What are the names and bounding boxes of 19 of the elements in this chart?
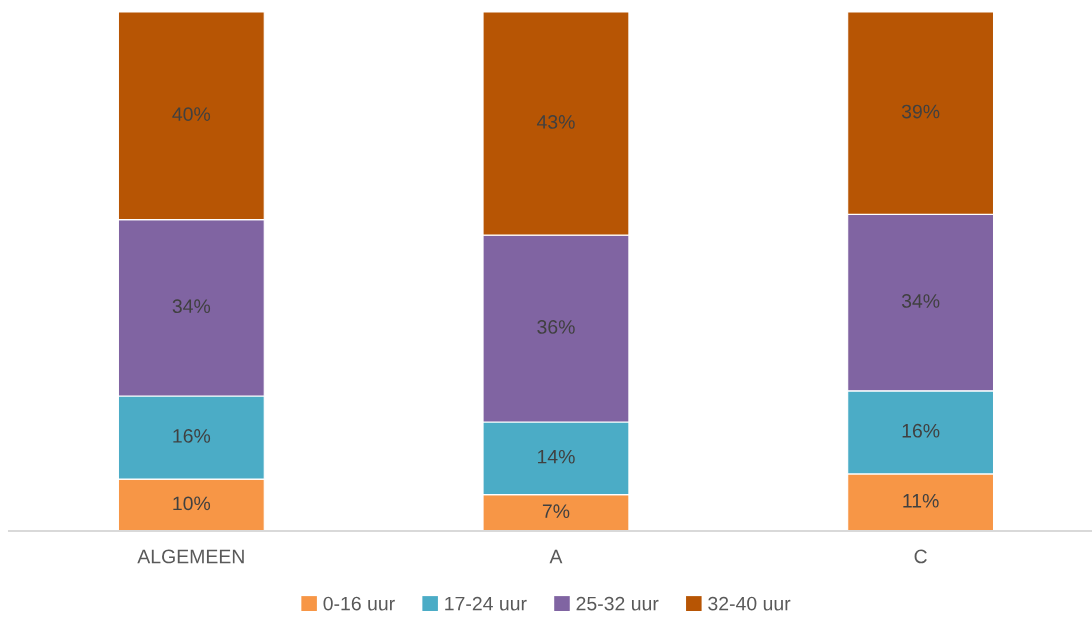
data-label: 7% <box>542 504 570 518</box>
legend-label: 17-24 uur <box>445 596 527 611</box>
data-label: 40% <box>172 107 211 122</box>
data-label: 34% <box>901 294 940 308</box>
data-label: 39% <box>901 104 940 119</box>
x-tick-label: ALGEMEEN <box>137 549 244 564</box>
legend-label: 0-16 uur <box>323 596 395 611</box>
data-label: 16% <box>173 429 211 443</box>
data-label: 14% <box>537 449 575 464</box>
data-label: 11% <box>903 493 939 508</box>
data-label: 34% <box>172 299 211 314</box>
data-label: 10% <box>173 496 211 511</box>
data-label: 16% <box>902 423 940 438</box>
x-tick-label: C <box>914 549 927 564</box>
data-label: 43% <box>536 115 575 129</box>
legend-label: 32-40 uur <box>708 596 791 611</box>
data-label: 36% <box>537 320 575 334</box>
legend-label: 25-32 uur <box>576 596 659 611</box>
x-tick-label: A <box>549 549 563 564</box>
